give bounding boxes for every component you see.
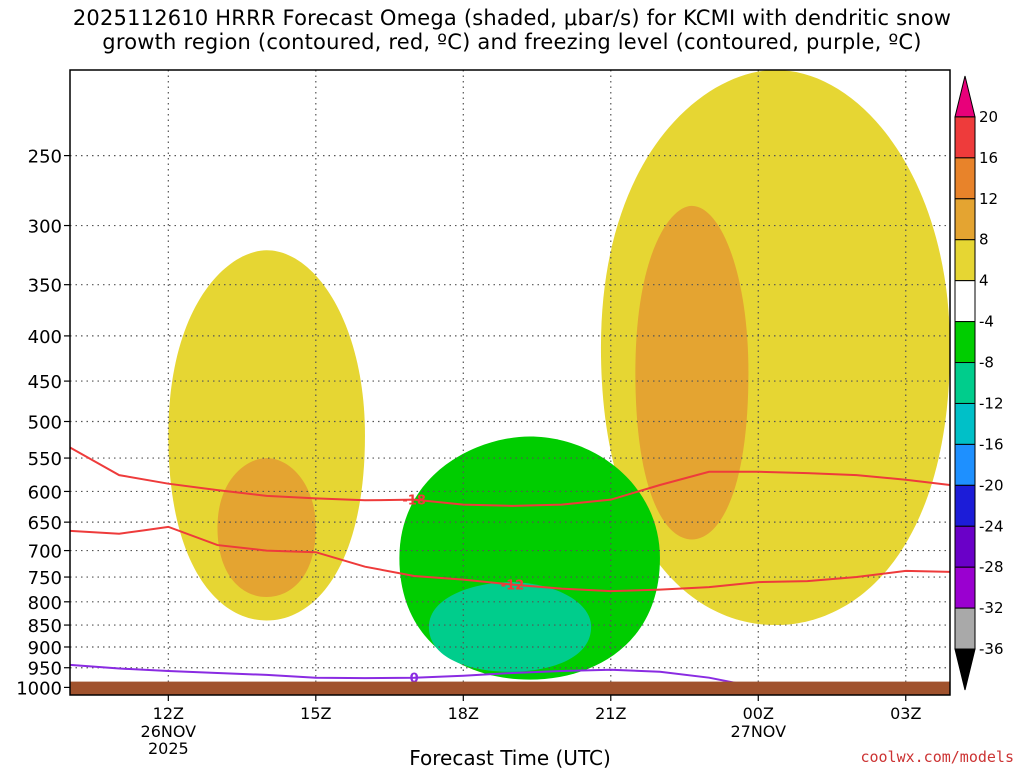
colorbar-label-2: 12 xyxy=(979,190,998,208)
y-tick-label-800: 800 xyxy=(28,593,62,614)
colorbar-segment-3 xyxy=(954,198,976,241)
colorbar-label-6: -8 xyxy=(979,354,994,372)
x-axis-title: Forecast Time (UTC) xyxy=(409,746,611,768)
colorbar-label-1: 16 xyxy=(979,149,998,167)
colorbar-label-0: 20 xyxy=(979,108,998,126)
x-tick-label-03Z: 03Z xyxy=(890,704,921,723)
x-tick-label-21Z: 21Z xyxy=(595,704,626,723)
ground-fill xyxy=(70,681,950,695)
colorbar-segment-4 xyxy=(954,239,976,282)
colorbar-label-4: 4 xyxy=(979,272,989,290)
contour-line-2 xyxy=(70,525,950,593)
colorbar-label-10: -24 xyxy=(979,517,1004,535)
x-tick-sublabel-26NOV: 26NOV xyxy=(141,722,197,741)
colorbar-segment-7 xyxy=(954,362,976,404)
plot-frame xyxy=(69,69,951,696)
credit-text: coolwx.com/models xyxy=(860,748,1014,766)
x-tick-label-12Z: 12Z xyxy=(153,704,184,723)
x-tick-label-15Z: 15Z xyxy=(300,704,331,723)
y-tick-label-750: 750 xyxy=(28,568,62,589)
colorbar-label-3: 8 xyxy=(979,231,989,249)
x-tick-label-18Z: 18Z xyxy=(448,704,479,723)
y-axis: 2503003504004505005506006507007508008509… xyxy=(16,147,70,699)
y-tick-label-900: 900 xyxy=(28,638,62,659)
colorbar-top-arrow xyxy=(954,75,976,118)
colorbar-segment-10 xyxy=(954,484,976,527)
colorbar-label-12: -32 xyxy=(979,599,1004,617)
colorbar-segment-5 xyxy=(954,280,976,323)
colorbar-bottom-arrow xyxy=(954,648,976,691)
colorbar-segment-13 xyxy=(954,607,976,650)
y-tick-label-600: 600 xyxy=(28,482,62,503)
colorbar-label-13: -36 xyxy=(979,640,1004,658)
y-tick-label-400: 400 xyxy=(28,327,62,348)
ground-layer xyxy=(70,681,950,695)
x-tick-label-00Z: 00Z xyxy=(743,704,774,723)
title-line-2: growth region (contoured, red, ºC) and f… xyxy=(102,30,922,54)
colorbar-segment-11 xyxy=(954,525,976,568)
colorbar-segment-6 xyxy=(954,321,976,364)
contour-label-1: -18 xyxy=(402,494,426,509)
y-tick-label-300: 300 xyxy=(28,217,62,238)
y-tick-label-650: 650 xyxy=(28,513,62,534)
colorbar-label-5: -4 xyxy=(979,313,994,331)
y-tick-label-350: 350 xyxy=(28,276,62,297)
colorbar-segment-1 xyxy=(954,116,976,159)
colorbar-segment-12 xyxy=(954,566,976,609)
colorbar-segment-8 xyxy=(954,402,976,445)
contour-label-3: 0 xyxy=(410,672,419,687)
contour-line-3 xyxy=(70,663,759,689)
chart-title: 2025112610 HRRR Forecast Omega (shaded, … xyxy=(0,6,1024,54)
y-tick-label-700: 700 xyxy=(28,542,62,563)
y-tick-label-850: 850 xyxy=(28,616,62,637)
colorbar-label-11: -28 xyxy=(979,558,1004,576)
y-tick-label-550: 550 xyxy=(28,449,62,470)
contour-lines: -18 -12 0 xyxy=(70,446,950,689)
title-line-1: 2025112610 HRRR Forecast Omega (shaded, … xyxy=(72,6,952,30)
y-tick-label-1000: 1000 xyxy=(16,678,62,699)
colorbar-label-7: -12 xyxy=(979,394,1004,412)
colorbar: 20 16 12 8 4 -4 -8 -12 -16 -20 -24 -28 -32 -36 xyxy=(954,75,1004,691)
y-tick-label-250: 250 xyxy=(28,147,62,168)
x-tick-sublabel-2025: 2025 xyxy=(148,739,189,758)
y-tick-label-950: 950 xyxy=(28,659,62,680)
colorbar-label-8: -16 xyxy=(979,435,1004,453)
x-tick-sublabel-27NOV: 27NOV xyxy=(730,722,786,741)
contour-label-2: -12 xyxy=(501,579,525,594)
contour-line-1 xyxy=(70,446,950,507)
plot-border xyxy=(69,69,951,696)
colorbar-segment-9 xyxy=(954,443,976,486)
omega-region-2 xyxy=(217,458,316,597)
colorbar-segment-2 xyxy=(954,157,976,200)
omega-region-4 xyxy=(635,205,749,540)
y-tick-label-500: 500 xyxy=(28,413,62,434)
colorbar-label-9: -20 xyxy=(979,476,1004,494)
omega-region-6 xyxy=(428,582,592,672)
y-tick-label-450: 450 xyxy=(28,372,62,393)
